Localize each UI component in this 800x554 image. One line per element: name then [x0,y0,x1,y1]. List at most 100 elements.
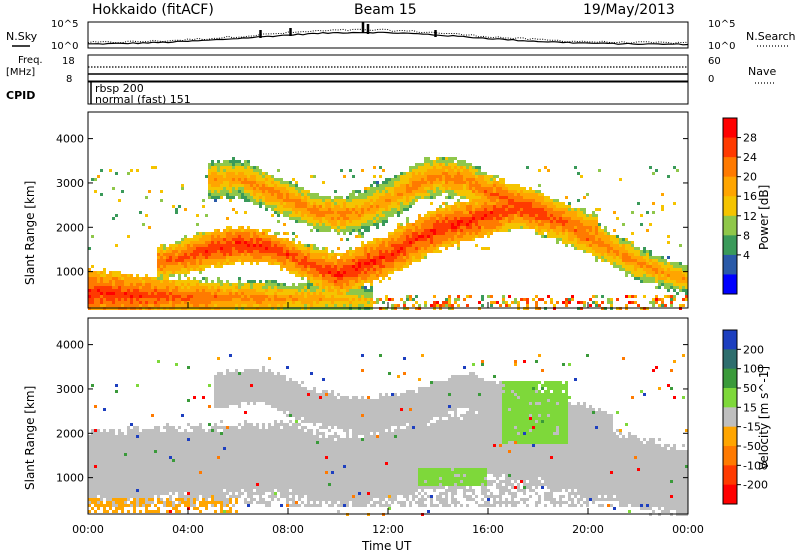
power-cell [226,298,229,301]
power-cell [670,265,673,268]
power-cell [199,238,202,241]
power-cell [256,181,259,184]
power-cell [331,199,334,202]
power-cell [145,292,148,295]
power-cell [262,301,265,304]
power-cell [322,274,325,277]
velocity-cell [88,504,91,507]
power-cell [253,295,256,298]
power-cell [376,262,379,265]
power-cell [292,295,295,298]
power-cell [511,226,514,229]
power-cell [229,175,232,178]
power-cell [124,298,127,301]
power-cell [658,274,661,277]
power-cell [349,199,352,202]
power-cell [481,298,484,301]
power-cell [235,301,238,304]
power-cell [664,271,667,274]
power-cell [205,175,208,178]
power-cell [160,247,163,250]
velocity-cell [103,429,106,432]
power-cell [463,163,466,166]
power-cell [406,184,409,187]
power-cell [277,220,280,223]
power-cell [358,289,361,292]
power-cell [616,235,619,238]
power-cell [514,298,517,301]
power-cell [271,187,274,190]
power-cell [199,280,202,283]
power-cell [610,259,613,262]
power-cell [205,304,208,307]
power-cell [565,232,568,235]
power-cell [622,256,625,259]
power-cell [289,289,292,292]
power-cell [268,256,271,259]
power-cell [373,301,376,304]
power-cell [181,280,184,283]
power-cell [250,280,253,283]
velocity-cell [109,471,112,474]
power-cell [514,214,517,217]
power-cell [283,187,286,190]
velocity-cell [100,462,103,465]
power-cell [565,217,568,220]
power-cell [103,304,106,307]
power-cell [133,283,136,286]
power-cell [265,229,268,232]
power-cell [190,250,193,253]
y-tick-label: 1000 [56,266,84,279]
power-cell [412,190,415,193]
power-cell [337,262,340,265]
power-cell [406,244,409,247]
power-cell [199,235,202,238]
power-cell [466,208,469,211]
power-cell [466,304,469,307]
power-cell [307,268,310,271]
power-cell [232,160,235,163]
power-cell [421,184,424,187]
power-cell [361,268,364,271]
velocity-cell [106,486,109,489]
power-cell [397,232,400,235]
power-cell [295,265,298,268]
power-cell [457,181,460,184]
power-cell [361,298,364,301]
power-cell [358,202,361,205]
power-cell [190,238,193,241]
power-cell [421,229,424,232]
power-cell [331,295,334,298]
power-cell [244,169,247,172]
power-cell [385,253,388,256]
power-cell [340,259,343,262]
power-cell [448,196,451,199]
power-cell [232,175,235,178]
power-cell [298,292,301,295]
power-cell [235,232,238,235]
power-cell [565,220,568,223]
power-cell [307,220,310,223]
power-cell [463,169,466,172]
power-cell [184,238,187,241]
power-cell [430,202,433,205]
power-cell [208,196,211,199]
power-cell [544,235,547,238]
power-cell [649,259,652,262]
power-cell [583,226,586,229]
power-cell [304,265,307,268]
power-cell [610,244,613,247]
power-cell [517,184,520,187]
power-cell [394,193,397,196]
power-cell [337,226,340,229]
power-cell [508,205,511,208]
power-cell [472,202,475,205]
power-cell [517,223,520,226]
power-cell [664,268,667,271]
power-cell [457,244,460,247]
power-cell [382,241,385,244]
power-cell [196,247,199,250]
power-cell [334,205,337,208]
power-cell [403,244,406,247]
power-cell [223,250,226,253]
